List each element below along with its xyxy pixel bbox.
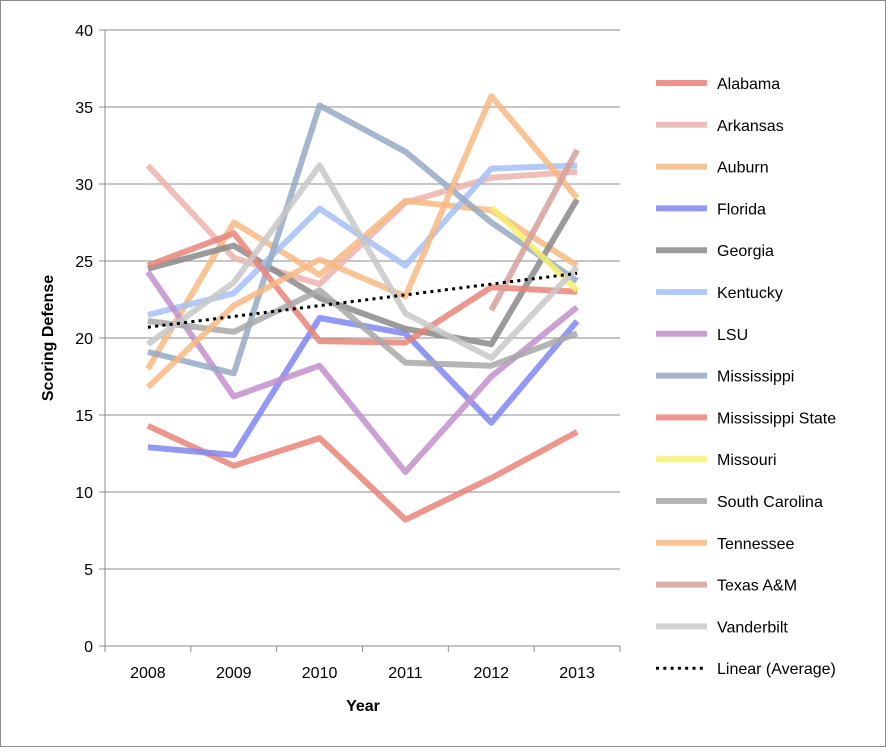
y-tick-label: 5 — [84, 562, 93, 579]
trendline — [147, 271, 578, 329]
x-tick-label: 2009 — [216, 665, 252, 682]
series-line-alabama — [146, 423, 579, 523]
legend-label: Texas A&M — [717, 578, 797, 595]
axes — [104, 30, 621, 652]
y-tick-label: 35 — [75, 100, 93, 117]
y-tick-label: 25 — [75, 254, 93, 271]
y-tick-label: 30 — [75, 177, 93, 194]
series-line-georgia — [147, 197, 580, 348]
series-line-lsu — [145, 270, 579, 475]
series-lines — [145, 93, 580, 523]
y-tick-label: 0 — [84, 639, 93, 656]
legend-label: Kentucky — [717, 285, 783, 302]
legend-label-trendline: Linear (Average) — [717, 661, 836, 678]
x-tick-labels: 2008 2009 2010 2011 2012 2013 — [130, 665, 595, 682]
legend-label: Florida — [717, 201, 766, 218]
trendline-linear-average — [147, 271, 578, 329]
y-axis-title: Scoring Defense — [40, 275, 57, 401]
series-line-vanderbilt — [146, 162, 580, 361]
x-tick-label: 2011 — [388, 665, 423, 682]
legend-label: Auburn — [717, 160, 769, 177]
legend-label: Vanderbilt — [717, 619, 788, 636]
y-tick-labels: 0 5 10 15 20 25 30 35 40 — [75, 23, 93, 656]
legend: Alabama Arkansas Auburn Florida Georgia Kentu… — [656, 76, 836, 678]
series-line-mississippi — [147, 102, 579, 377]
x-tick-label: 2013 — [559, 665, 595, 682]
y-tick-label: 20 — [75, 331, 93, 348]
series-line-south-carolina — [147, 287, 579, 369]
legend-label: LSU — [717, 327, 748, 344]
x-tick-label: 2012 — [473, 665, 509, 682]
legend-label: Arkansas — [717, 118, 784, 135]
legend-label: Mississippi — [717, 369, 794, 386]
legend-label: Missouri — [717, 452, 777, 469]
x-tick-label: 2008 — [130, 665, 166, 682]
legend-label: Mississippi State — [717, 410, 836, 427]
x-axis-title: Year — [346, 698, 380, 715]
y-tick-label: 40 — [75, 23, 93, 40]
legend-label: South Carolina — [717, 494, 823, 511]
legend-label: Alabama — [717, 76, 780, 93]
legend-label: Georgia — [717, 243, 774, 260]
legend-label: Tennessee — [717, 536, 794, 553]
gridlines — [99, 29, 620, 647]
y-tick-label: 10 — [75, 485, 93, 502]
y-tick-label: 15 — [75, 408, 93, 425]
x-tick-label: 2010 — [302, 665, 338, 682]
series-line-tennessee — [145, 93, 580, 390]
